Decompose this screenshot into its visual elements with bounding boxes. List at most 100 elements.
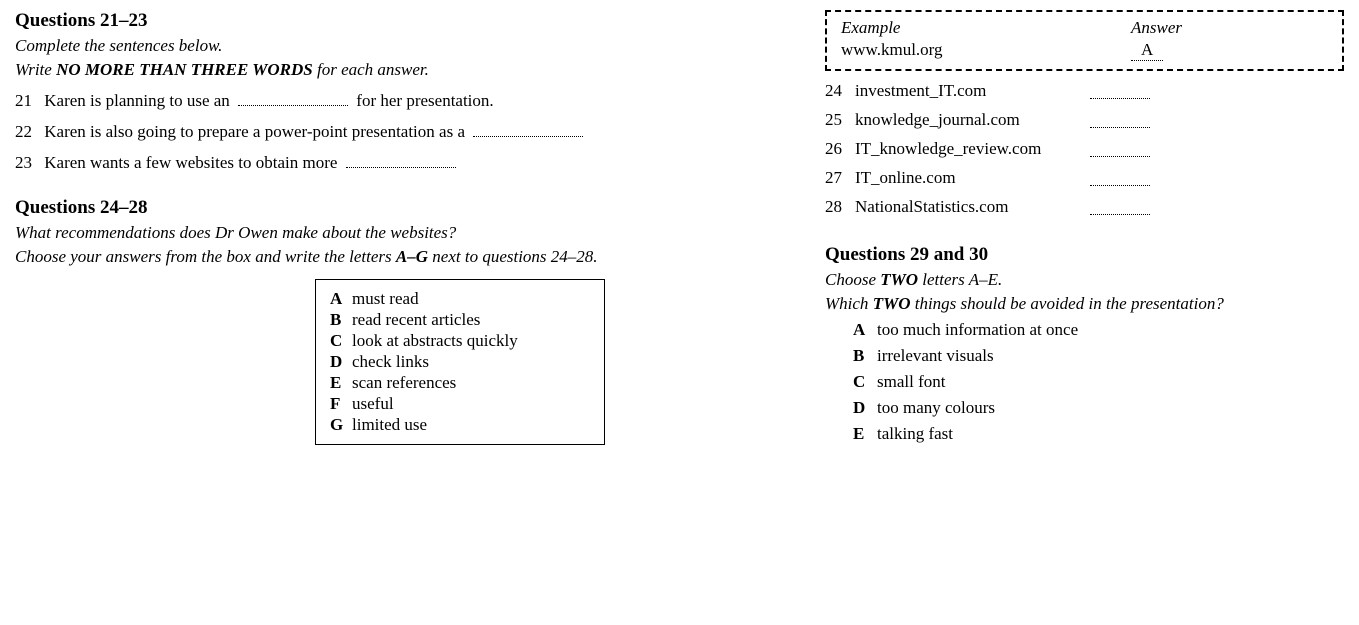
mc-letter: D <box>853 398 877 418</box>
q22-pre: Karen is also going to prepare a power-p… <box>44 122 469 141</box>
instruction-choose-two: Choose TWO letters A–E. <box>825 270 1344 290</box>
question-21: 21 Karen is planning to use an for her p… <box>15 88 795 111</box>
heading-q24-28: Questions 24–28 <box>15 197 795 219</box>
mc-letter: E <box>853 424 877 444</box>
example-content-row: www.kmul.org A <box>841 40 1328 61</box>
option-letter: A <box>330 289 352 309</box>
option-row: Glimited use <box>330 415 590 435</box>
site-url: IT_online.com <box>855 168 1090 191</box>
option-row: Amust read <box>330 289 590 309</box>
q21-post: for her presentation. <box>352 91 494 110</box>
option-letter: E <box>330 373 352 393</box>
site-row: 27IT_online.com <box>825 168 1344 191</box>
site-num: 27 <box>825 168 855 191</box>
q21-blank[interactable] <box>238 88 348 106</box>
q22-num: 22 <box>15 122 40 142</box>
site-num: 24 <box>825 81 855 104</box>
q21-num: 21 <box>15 91 40 111</box>
option-text: look at abstracts quickly <box>352 331 518 350</box>
right-column: Example Answer www.kmul.org A 24investme… <box>825 10 1344 450</box>
mc-letter: C <box>853 372 877 392</box>
site-url: knowledge_journal.com <box>855 110 1090 133</box>
option-text: must read <box>352 289 419 308</box>
instr2-bold: A–G <box>396 247 428 266</box>
option-text: scan references <box>352 373 456 392</box>
option-row: Bread recent articles <box>330 310 590 330</box>
option-row: Escan references <box>330 373 590 393</box>
answer-options-box: Amust read Bread recent articles Clook a… <box>315 279 605 445</box>
site-url: investment_IT.com <box>855 81 1090 104</box>
site-num: 26 <box>825 139 855 162</box>
site-blank-26[interactable] <box>1090 139 1150 157</box>
instr2-post: next to questions 24–28. <box>428 247 598 266</box>
site-num: 25 <box>825 110 855 133</box>
option-letter: D <box>330 352 352 372</box>
mc-option[interactable]: Etalking fast <box>853 424 1344 444</box>
mc-letter: A <box>853 320 877 340</box>
answer-label: Answer <box>1131 18 1182 38</box>
mc-text: too much information at once <box>877 320 1078 339</box>
example-label: Example <box>841 18 1131 38</box>
example-site: www.kmul.org <box>841 40 1131 61</box>
instruction-wordlimit: Write NO MORE THAN THREE WORDS for each … <box>15 60 795 80</box>
site-blank-28[interactable] <box>1090 197 1150 215</box>
question-22: 22 Karen is also going to prepare a powe… <box>15 119 795 142</box>
mc-option[interactable]: Csmall font <box>853 372 1344 392</box>
q22-blank[interactable] <box>473 119 583 137</box>
option-row: Dcheck links <box>330 352 590 372</box>
option-text: limited use <box>352 415 427 434</box>
option-letter: G <box>330 415 352 435</box>
instr2-pre: Choose your answers from the box and wri… <box>15 247 396 266</box>
page-columns: Questions 21–23 Complete the sentences b… <box>15 10 1344 450</box>
q23-pre: Karen wants a few websites to obtain mor… <box>44 153 341 172</box>
instr3-bold: TWO <box>880 270 918 289</box>
instr3-post: letters A–E. <box>918 270 1002 289</box>
site-row: 28NationalStatistics.com <box>825 197 1344 220</box>
heading-q21-23: Questions 21–23 <box>15 10 795 32</box>
instr4-pre: Which <box>825 294 873 313</box>
mc-option[interactable]: Dtoo many colours <box>853 398 1344 418</box>
mc-letter: B <box>853 346 877 366</box>
mc-text: too many colours <box>877 398 995 417</box>
instruction-avoid: Which TWO things should be avoided in th… <box>825 294 1344 314</box>
example-header-row: Example Answer <box>841 18 1328 38</box>
site-row: 25knowledge_journal.com <box>825 110 1344 133</box>
mc-text: irrelevant visuals <box>877 346 994 365</box>
option-text: check links <box>352 352 429 371</box>
mc-option[interactable]: Atoo much information at once <box>853 320 1344 340</box>
question-23: 23 Karen wants a few websites to obtain … <box>15 150 795 173</box>
site-url: NationalStatistics.com <box>855 197 1090 220</box>
site-num: 28 <box>825 197 855 220</box>
site-url: IT_knowledge_review.com <box>855 139 1090 162</box>
instruction-choose-letters: Choose your answers from the box and wri… <box>15 247 795 267</box>
option-row: Clook at abstracts quickly <box>330 331 590 351</box>
q21-pre: Karen is planning to use an <box>44 91 234 110</box>
site-row: 24investment_IT.com <box>825 81 1344 104</box>
instr4-post: things should be avoided in the presenta… <box>910 294 1223 313</box>
mc-option[interactable]: Birrelevant visuals <box>853 346 1344 366</box>
instr4-bold: TWO <box>873 294 911 313</box>
option-text: read recent articles <box>352 310 480 329</box>
instr-bold: NO MORE THAN THREE WORDS <box>56 60 313 79</box>
option-letter: B <box>330 310 352 330</box>
site-row: 26IT_knowledge_review.com <box>825 139 1344 162</box>
instr-post: for each answer. <box>313 60 429 79</box>
option-letter: C <box>330 331 352 351</box>
example-box: Example Answer www.kmul.org A <box>825 10 1344 71</box>
q23-num: 23 <box>15 153 40 173</box>
q23-blank[interactable] <box>346 150 456 168</box>
instr-pre: Write <box>15 60 56 79</box>
instr3-pre: Choose <box>825 270 880 289</box>
instruction-recommendations: What recommendations does Dr Owen make a… <box>15 223 795 243</box>
site-blank-24[interactable] <box>1090 81 1150 99</box>
option-row: Fuseful <box>330 394 590 414</box>
option-text: useful <box>352 394 394 413</box>
example-answer: A <box>1131 40 1163 61</box>
instruction-complete: Complete the sentences below. <box>15 36 795 56</box>
option-letter: F <box>330 394 352 414</box>
left-column: Questions 21–23 Complete the sentences b… <box>15 10 795 450</box>
heading-q29-30: Questions 29 and 30 <box>825 244 1344 266</box>
site-blank-25[interactable] <box>1090 110 1150 128</box>
site-blank-27[interactable] <box>1090 168 1150 186</box>
mc-text: talking fast <box>877 424 953 443</box>
